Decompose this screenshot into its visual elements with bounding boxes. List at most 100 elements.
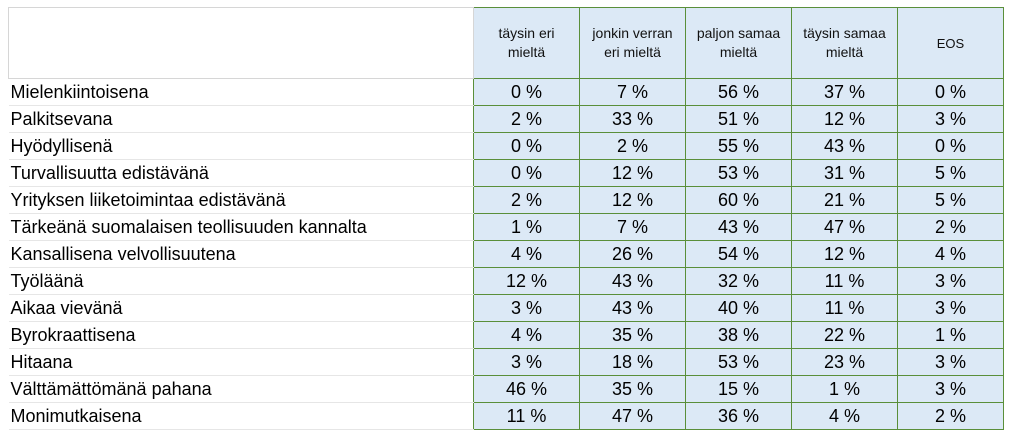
row-label: Hitaana xyxy=(8,348,474,376)
value-cell: 43 % xyxy=(579,294,686,322)
value-cell: 5 % xyxy=(897,186,1004,214)
row-label: Välttämättömänä pahana xyxy=(8,375,474,403)
value-cell: 47 % xyxy=(791,213,898,241)
table-row: Mielenkiintoisena 0 % 7 % 56 % 37 % 0 % xyxy=(8,78,1004,106)
column-header-line: eri mieltä xyxy=(604,44,661,60)
value-cell: 0 % xyxy=(473,159,580,187)
value-cell: 2 % xyxy=(897,213,1004,241)
column-header-line: paljon samaa xyxy=(696,25,781,41)
corner-cell xyxy=(8,7,474,79)
table-row: Kansallisena velvollisuutena 4 % 26 % 54 % 1… xyxy=(8,240,1004,268)
value-cell: 12 % xyxy=(791,240,898,268)
table-row: Aikaa vievänä 3 % 43 % 40 % 11 % 3 % xyxy=(8,294,1004,322)
value-cell: 32 % xyxy=(685,267,792,295)
row-label: Tärkeänä suomalaisen teollisuuden kannal… xyxy=(8,213,474,241)
table-row: Byrokraattisena 4 % 35 % 38 % 22 % 1 % xyxy=(8,321,1004,349)
value-cell: 15 % xyxy=(685,375,792,403)
row-label: Kansallisena velvollisuutena xyxy=(8,240,474,268)
value-cell: 53 % xyxy=(685,348,792,376)
survey-table: täysin eri mieltä jonkin verran eri mieltä p… xyxy=(8,7,1004,430)
header-row: täysin eri mieltä jonkin verran eri mieltä p… xyxy=(8,7,1004,79)
value-cell: 3 % xyxy=(897,294,1004,322)
value-cell: 2 % xyxy=(473,105,580,133)
value-cell: 7 % xyxy=(579,213,686,241)
row-label: Mielenkiintoisena xyxy=(8,78,474,106)
row-label: Byrokraattisena xyxy=(8,321,474,349)
value-cell: 51 % xyxy=(685,105,792,133)
row-label: Työläänä xyxy=(8,267,474,295)
table-row: Palkitsevana 2 % 33 % 51 % 12 % 3 % xyxy=(8,105,1004,133)
value-cell: 38 % xyxy=(685,321,792,349)
value-cell: 4 % xyxy=(791,402,898,430)
column-header-line: mieltä xyxy=(825,44,864,60)
value-cell: 33 % xyxy=(579,105,686,133)
row-label: Palkitsevana xyxy=(8,105,474,133)
value-cell: 3 % xyxy=(897,267,1004,295)
table-row: Välttämättömänä pahana 46 % 35 % 15 % 1 % 3 % xyxy=(8,375,1004,403)
value-cell: 35 % xyxy=(579,321,686,349)
value-cell: 31 % xyxy=(791,159,898,187)
table-row: Monimutkaisena 11 % 47 % 36 % 4 % 2 % xyxy=(8,402,1004,430)
value-cell: 0 % xyxy=(897,78,1004,106)
table-body: Mielenkiintoisena 0 % 7 % 56 % 37 % 0 % Palkit… xyxy=(8,78,1004,430)
value-cell: 11 % xyxy=(791,294,898,322)
value-cell: 12 % xyxy=(473,267,580,295)
value-cell: 22 % xyxy=(791,321,898,349)
survey-table-container: täysin eri mieltä jonkin verran eri mieltä p… xyxy=(8,7,1004,430)
value-cell: 55 % xyxy=(685,132,792,160)
value-cell: 3 % xyxy=(473,348,580,376)
value-cell: 4 % xyxy=(897,240,1004,268)
value-cell: 11 % xyxy=(791,267,898,295)
value-cell: 23 % xyxy=(791,348,898,376)
table-row: Hyödyllisenä 0 % 2 % 55 % 43 % 0 % xyxy=(8,132,1004,160)
column-header-2: paljon samaa mieltä xyxy=(685,7,792,79)
column-header-4: EOS xyxy=(897,7,1004,79)
value-cell: 56 % xyxy=(685,78,792,106)
value-cell: 26 % xyxy=(579,240,686,268)
column-header-line: täysin samaa xyxy=(803,25,886,41)
row-label: Yrityksen liiketoimintaa edistävänä xyxy=(8,186,474,214)
value-cell: 3 % xyxy=(897,105,1004,133)
value-cell: 4 % xyxy=(473,240,580,268)
value-cell: 3 % xyxy=(897,348,1004,376)
column-header-line: täysin eri xyxy=(498,25,555,41)
value-cell: 54 % xyxy=(685,240,792,268)
column-header-3: täysin samaa mieltä xyxy=(791,7,898,79)
value-cell: 43 % xyxy=(791,132,898,160)
value-cell: 1 % xyxy=(791,375,898,403)
value-cell: 43 % xyxy=(685,213,792,241)
value-cell: 12 % xyxy=(579,186,686,214)
value-cell: 12 % xyxy=(791,105,898,133)
table-row: Hitaana 3 % 18 % 53 % 23 % 3 % xyxy=(8,348,1004,376)
value-cell: 43 % xyxy=(579,267,686,295)
column-header-line: EOS xyxy=(936,35,965,51)
row-label: Turvallisuutta edistävänä xyxy=(8,159,474,187)
column-header-1: jonkin verran eri mieltä xyxy=(579,7,686,79)
column-header-line: mieltä xyxy=(719,44,758,60)
column-header-line: jonkin verran xyxy=(592,25,673,41)
value-cell: 0 % xyxy=(473,132,580,160)
value-cell: 5 % xyxy=(897,159,1004,187)
value-cell: 7 % xyxy=(579,78,686,106)
value-cell: 11 % xyxy=(473,402,580,430)
value-cell: 47 % xyxy=(579,402,686,430)
table-row: Työläänä 12 % 43 % 32 % 11 % 3 % xyxy=(8,267,1004,295)
value-cell: 3 % xyxy=(897,375,1004,403)
row-label: Hyödyllisenä xyxy=(8,132,474,160)
column-header-line: mieltä xyxy=(507,44,546,60)
value-cell: 36 % xyxy=(685,402,792,430)
value-cell: 2 % xyxy=(473,186,580,214)
value-cell: 1 % xyxy=(473,213,580,241)
value-cell: 0 % xyxy=(897,132,1004,160)
value-cell: 0 % xyxy=(473,78,580,106)
value-cell: 12 % xyxy=(579,159,686,187)
value-cell: 3 % xyxy=(473,294,580,322)
value-cell: 40 % xyxy=(685,294,792,322)
row-label: Monimutkaisena xyxy=(8,402,474,430)
value-cell: 46 % xyxy=(473,375,580,403)
value-cell: 2 % xyxy=(579,132,686,160)
table-row: Tärkeänä suomalaisen teollisuuden kannal… xyxy=(8,213,1004,241)
value-cell: 1 % xyxy=(897,321,1004,349)
value-cell: 35 % xyxy=(579,375,686,403)
table-row: Yrityksen liiketoimintaa edistävänä 2 % 12… xyxy=(8,186,1004,214)
